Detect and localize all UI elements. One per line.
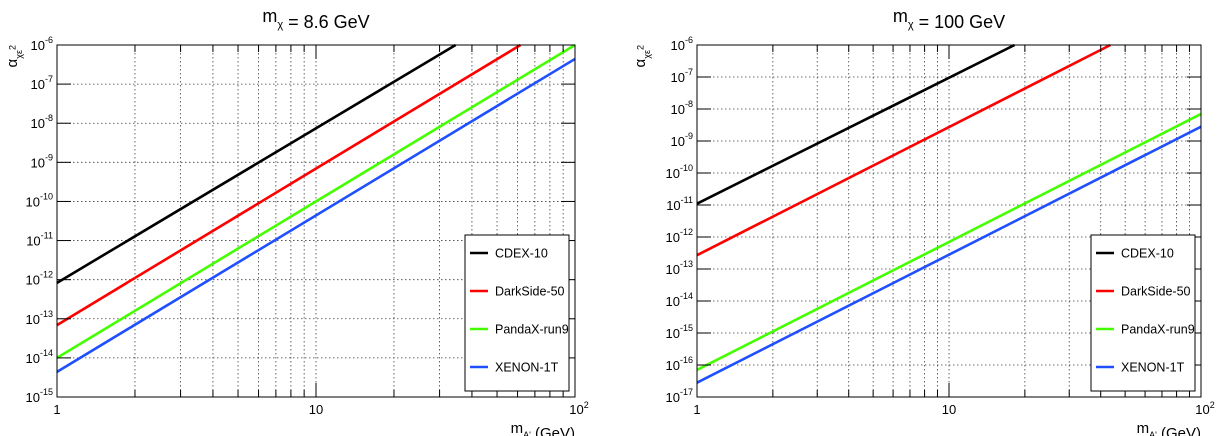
legend: CDEX-10 DarkSide-50 PandaX-run9 XENON-1T — [1090, 234, 1196, 392]
y-tick-label: 10-15 — [26, 387, 53, 405]
legend-label: DarkSide-50 — [1121, 285, 1191, 299]
legend-label: PandaX-run9 — [495, 323, 569, 337]
legend-label: XENON-1T — [1121, 361, 1185, 375]
x-axis-label: mA' (GeV) — [1137, 420, 1201, 436]
y-tick-label: 10-16 — [666, 355, 693, 373]
y-tick-label: 10-10 — [26, 191, 53, 209]
x-tick-label: 10 — [309, 402, 323, 417]
y-tick-label: 10-6 — [671, 35, 693, 53]
y-tick-label: 10-12 — [26, 270, 53, 288]
legend: CDEX-10 DarkSide-50 PandaX-run9 XENON-1T — [464, 234, 570, 392]
legend-label: PandaX-run9 — [1121, 323, 1195, 337]
series-line-darkside-50 — [56, 43, 522, 327]
y-tick-label: 10-9 — [671, 131, 693, 149]
y-tick-label: 10-17 — [666, 387, 693, 405]
legend-label: XENON-1T — [495, 361, 559, 375]
legend-label: CDEX-10 — [495, 247, 548, 261]
x-tick-label: 1 — [693, 402, 700, 417]
y-axis-label: αχε2 — [4, 45, 24, 67]
chart-2: 1 10 102 10-17 10-16 10-15 10-14 10-13 10-12 10-1… — [632, 6, 1215, 436]
legend-box — [1090, 234, 1196, 392]
series-line-darkside-50 — [696, 43, 1111, 257]
legend-box — [464, 234, 570, 392]
y-tick-label: 10-7 — [31, 74, 53, 92]
x-tick-label: 1 — [53, 402, 60, 417]
y-tick-label: 10-8 — [31, 113, 53, 131]
x-tick-label: 102 — [1195, 400, 1214, 417]
y-tick-label: 10-6 — [31, 35, 53, 53]
series-line-cdex-10 — [56, 43, 457, 284]
series-line-xenon-1t — [696, 125, 1202, 384]
chart-1: 1 10 102 10-15 10-14 10-13 10-12 10-11 10-10 10-9… — [4, 6, 589, 436]
y-tick-label: 10-14 — [666, 291, 693, 309]
legend-label: DarkSide-50 — [495, 285, 565, 299]
ticks — [696, 44, 1202, 398]
y-tick-label: 10-10 — [666, 163, 693, 181]
y-tick-label: 10-11 — [666, 195, 693, 213]
x-tick-label: 102 — [569, 400, 588, 417]
chart-title: mχ = 8.6 GeV — [262, 6, 369, 32]
y-axis-label: αχε2 — [632, 45, 652, 67]
y-tick-label: 10-12 — [666, 227, 693, 245]
y-tick-label: 10-13 — [26, 309, 53, 327]
chart-title: mχ = 100 GeV — [893, 6, 1005, 32]
y-tick-label: 10-15 — [666, 323, 693, 341]
series-line-cdex-10 — [696, 43, 1016, 205]
series-line-xenon-1t — [56, 57, 576, 373]
y-tick-label: 10-8 — [671, 99, 693, 117]
y-tick-label: 10-7 — [671, 67, 693, 85]
y-tick-label: 10-13 — [666, 259, 693, 277]
y-tick-label: 10-11 — [26, 231, 53, 249]
series-line-pandax-run9 — [56, 43, 576, 360]
y-tick-label: 10-14 — [26, 348, 53, 366]
legend-label: CDEX-10 — [1121, 247, 1174, 261]
x-axis-label: mA' (GeV) — [511, 420, 575, 436]
x-tick-label: 10 — [942, 402, 956, 417]
series-line-pandax-run9 — [696, 112, 1202, 372]
y-tick-label: 10-9 — [31, 152, 53, 170]
